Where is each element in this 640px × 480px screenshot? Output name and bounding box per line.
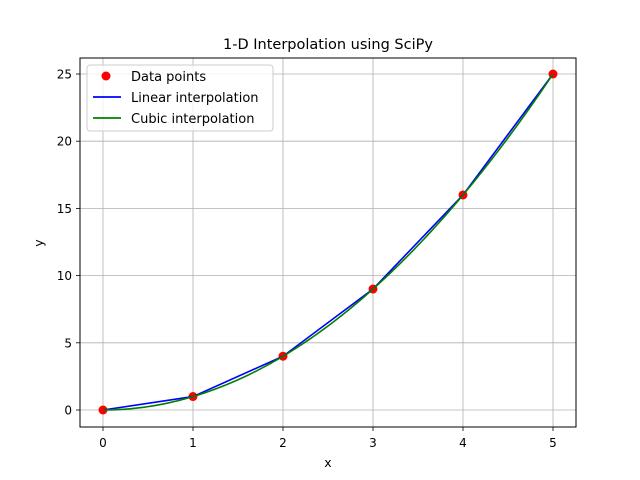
y-tick-label: 15 [57,202,72,216]
legend: Data points Linear interpolation Cubic i… [86,64,274,132]
legend-label-cubic: Cubic interpolation [131,112,254,127]
x-axis-label: x [324,455,331,470]
grid [80,58,576,427]
y-tick-label: 20 [57,135,72,149]
y-tick-label: 10 [57,269,72,283]
x-axis-ticks: 0 1 2 3 4 5 [99,427,557,450]
y-tick-label: 5 [64,336,72,350]
x-tick-label: 5 [549,436,557,450]
chart-title: 1-D Interpolation using SciPy [223,37,433,53]
plot-frame [79,57,577,428]
legend-label-data-points: Data points [131,70,206,85]
x-tick-label: 2 [279,436,287,450]
legend-box [86,64,274,132]
y-axis-label: y [31,239,46,247]
y-tick-label: 0 [64,404,72,418]
linear-interpolation-line [102,73,554,411]
y-tick-label: 25 [57,68,72,82]
x-tick-label: 4 [459,436,467,450]
x-tick-label: 1 [189,436,197,450]
x-tick-label: 0 [99,436,107,450]
legend-marker-data-points-icon [101,71,111,81]
legend-label-linear: Linear interpolation [131,91,259,106]
series-lines [102,73,554,411]
y-axis-ticks: 0 5 10 15 20 25 [57,68,80,418]
x-tick-label: 3 [369,436,377,450]
cubic-interpolation-line [102,73,554,411]
